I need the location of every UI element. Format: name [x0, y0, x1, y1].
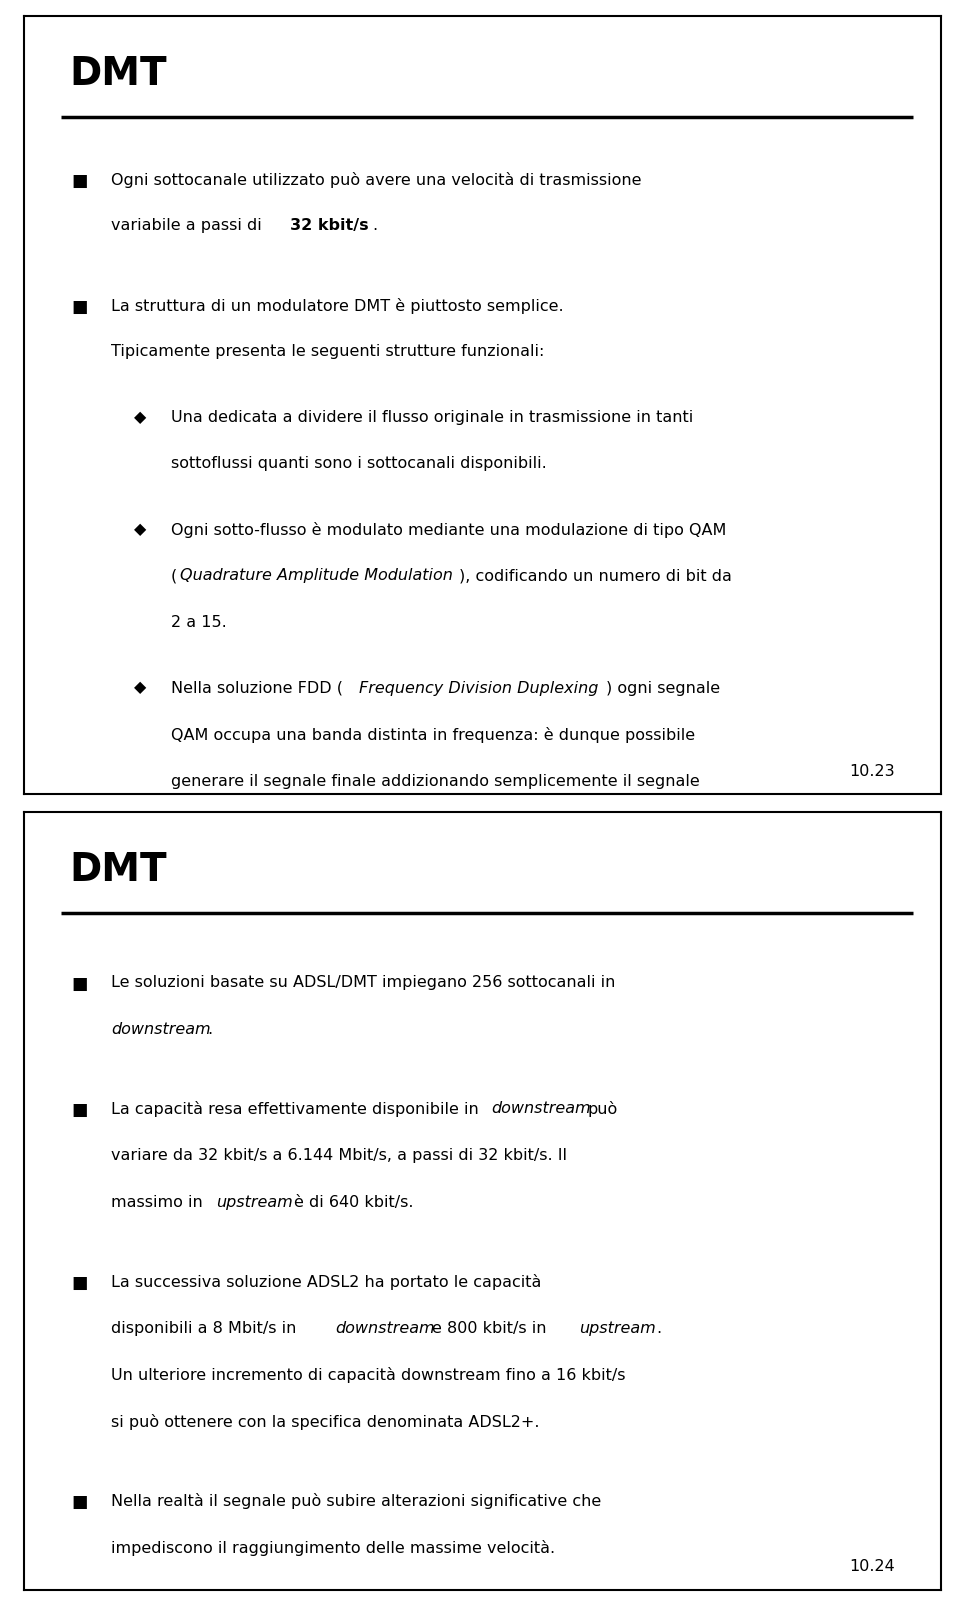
Text: Ogni sottocanale utilizzato può avere una velocità di trasmissione: Ogni sottocanale utilizzato può avere un… — [111, 171, 641, 187]
Text: ), codificando un numero di bit da: ), codificando un numero di bit da — [460, 568, 732, 584]
Text: 2 a 15.: 2 a 15. — [171, 615, 227, 629]
Text: .: . — [207, 1022, 212, 1036]
Text: upstream: upstream — [217, 1194, 293, 1209]
Text: e 800 kbit/s in: e 800 kbit/s in — [432, 1320, 552, 1336]
Text: ◆: ◆ — [134, 681, 146, 696]
Text: ■: ■ — [72, 1101, 88, 1119]
Text: Frequency Division Duplexing: Frequency Division Duplexing — [359, 681, 598, 696]
Text: massimo in: massimo in — [111, 1194, 208, 1209]
Text: ) ogni segnale: ) ogni segnale — [606, 681, 720, 696]
Text: ■: ■ — [72, 1493, 88, 1511]
Text: proveniente da ogni modulatore. Nel caso in cui i flussi: proveniente da ogni modulatore. Nel caso… — [171, 820, 618, 836]
Text: Una dedicata a dividere il flusso originale in trasmissione in tanti: Una dedicata a dividere il flusso origin… — [171, 410, 693, 424]
Text: ■: ■ — [72, 171, 88, 190]
Text: è di 640 kbit/s.: è di 640 kbit/s. — [295, 1194, 414, 1209]
Text: La successiva soluzione ADSL2 ha portato le capacità: La successiva soluzione ADSL2 ha portato… — [111, 1273, 541, 1290]
Text: ■: ■ — [72, 1273, 88, 1291]
Text: 32 kbit/s: 32 kbit/s — [290, 218, 369, 234]
Text: dispositivi per la cancellazione d’eco.: dispositivi per la cancellazione d’eco. — [171, 914, 470, 930]
Text: DMT: DMT — [70, 851, 167, 889]
Text: ■: ■ — [72, 297, 88, 316]
Text: siano sovrapposti è invece richiesta l’adozione di: siano sovrapposti è invece richiesta l’a… — [267, 867, 662, 883]
Text: downstream: downstream — [336, 1320, 435, 1336]
Text: disponibili a 8 Mbit/s in: disponibili a 8 Mbit/s in — [111, 1320, 301, 1336]
Text: ◆: ◆ — [134, 410, 146, 424]
Text: 10.24: 10.24 — [850, 1559, 895, 1574]
Text: Nella soluzione FDD (: Nella soluzione FDD ( — [171, 681, 343, 696]
Text: Un ulteriore incremento di capacità downstream fino a 16 kbit/s: Un ulteriore incremento di capacità down… — [111, 1367, 626, 1383]
Text: downstream: downstream — [171, 867, 271, 883]
Text: può: può — [588, 1101, 618, 1117]
Text: La capacità resa effettivamente disponibile in: La capacità resa effettivamente disponib… — [111, 1101, 484, 1117]
Text: si può ottenere con la specifica denominata ADSL2+.: si può ottenere con la specifica denomin… — [111, 1414, 540, 1430]
Text: QAM occupa una banda distinta in frequenza: è dunque possibile: QAM occupa una banda distinta in frequen… — [171, 728, 695, 742]
Text: Ogni sotto-flusso è modulato mediante una modulazione di tipo QAM: Ogni sotto-flusso è modulato mediante un… — [171, 521, 726, 537]
Text: variabile a passi di: variabile a passi di — [111, 218, 267, 234]
Text: variare da 32 kbit/s a 6.144 Mbit/s, a passi di 32 kbit/s. Il: variare da 32 kbit/s a 6.144 Mbit/s, a p… — [111, 1148, 567, 1164]
Text: downstream: downstream — [492, 1101, 591, 1117]
Text: Nella realtà il segnale può subire alterazioni significative che: Nella realtà il segnale può subire alter… — [111, 1493, 601, 1509]
Text: impediscono il raggiungimento delle massime velocità.: impediscono il raggiungimento delle mass… — [111, 1540, 555, 1556]
Text: 10.23: 10.23 — [850, 763, 895, 778]
Text: .: . — [657, 1320, 661, 1336]
Text: e: e — [721, 820, 731, 836]
Text: Quadrature Amplitude Modulation: Quadrature Amplitude Modulation — [180, 568, 453, 584]
Text: upstream: upstream — [647, 820, 724, 836]
Text: upstream: upstream — [579, 1320, 656, 1336]
Text: (: ( — [171, 568, 177, 584]
Text: ◆: ◆ — [134, 521, 146, 537]
Text: Le soluzioni basate su ADSL/DMT impiegano 256 sottocanali in: Le soluzioni basate su ADSL/DMT impiegan… — [111, 975, 615, 991]
Text: La struttura di un modulatore DMT è piuttosto semplice.: La struttura di un modulatore DMT è piut… — [111, 297, 564, 313]
Text: .: . — [372, 218, 377, 234]
Text: downstream: downstream — [111, 1022, 211, 1036]
Text: generare il segnale finale addizionando semplicemente il segnale: generare il segnale finale addizionando … — [171, 773, 700, 789]
Text: sottoflussi quanti sono i sottocanali disponibili.: sottoflussi quanti sono i sottocanali di… — [171, 457, 546, 471]
Text: Tipicamente presenta le seguenti strutture funzionali:: Tipicamente presenta le seguenti struttu… — [111, 344, 544, 360]
Text: ■: ■ — [72, 975, 88, 993]
Text: DMT: DMT — [70, 55, 167, 94]
